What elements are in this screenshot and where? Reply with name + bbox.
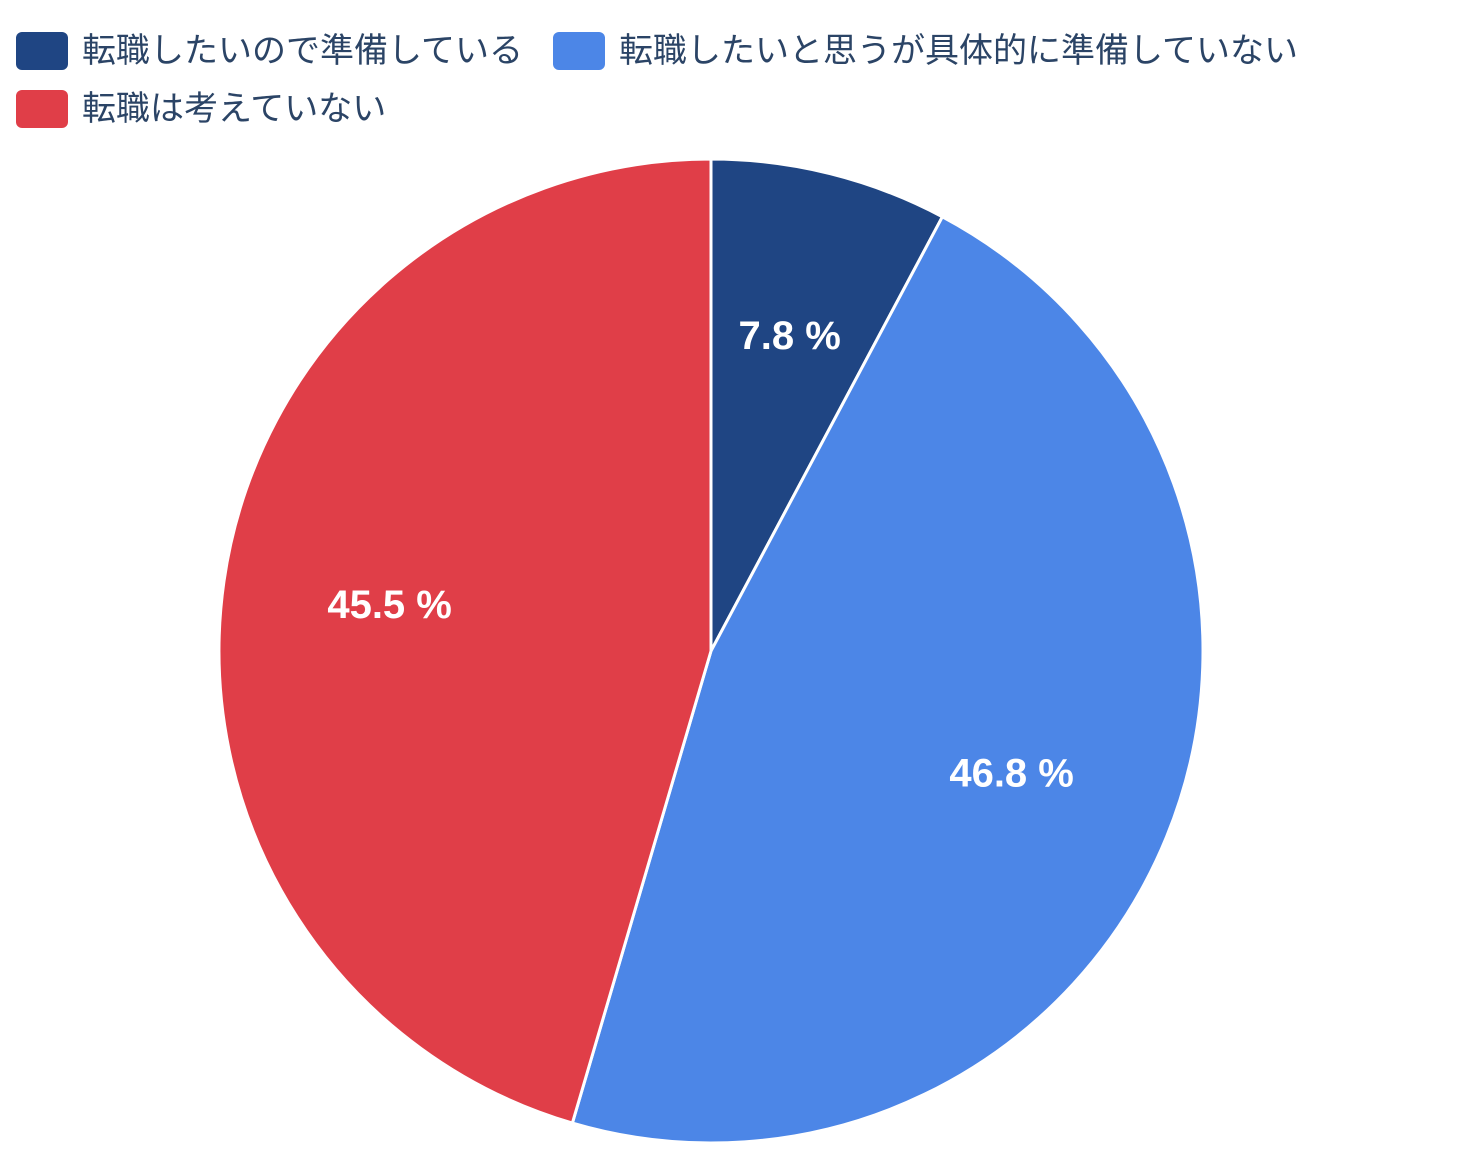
pie-slice-not-considering[interactable]: [217, 157, 713, 1125]
legend-row-2: 転職は考えていない: [16, 86, 1456, 132]
data-label-not-preparing: 46.8 %: [949, 752, 1074, 796]
legend-item-not-preparing[interactable]: 転職したいと思うが具体的に準備していない: [552, 28, 1298, 74]
data-label-preparing: 7.8 %: [739, 314, 841, 358]
pie-slice-not-preparing[interactable]: [570, 215, 1205, 1145]
legend-row-1: 転職したいので準備している 転職したいと思うが具体的に準備していない: [16, 28, 1456, 74]
legend-item-preparing[interactable]: 転職したいので準備している: [16, 28, 523, 74]
data-label-not-considering: 45.5 %: [327, 583, 452, 627]
legend-item-not-considering[interactable]: 転職は考えていない: [16, 86, 386, 132]
pie-slice-preparing[interactable]: [709, 157, 944, 653]
legend-label-not-preparing: 転職したいと思うが具体的に準備していない: [618, 31, 1298, 71]
legend-swatch-preparing: [16, 32, 68, 70]
legend-swatch-not-preparing: [552, 32, 605, 70]
legend-swatch-not-considering: [16, 90, 68, 128]
chart-legend: 転職したいので準備している 転職したいと思うが具体的に準備していない 転職は考え…: [16, 28, 1456, 144]
legend-label-not-considering: 転職は考えていない: [82, 89, 387, 129]
legend-label-preparing: 転職したいので準備している: [82, 31, 523, 71]
